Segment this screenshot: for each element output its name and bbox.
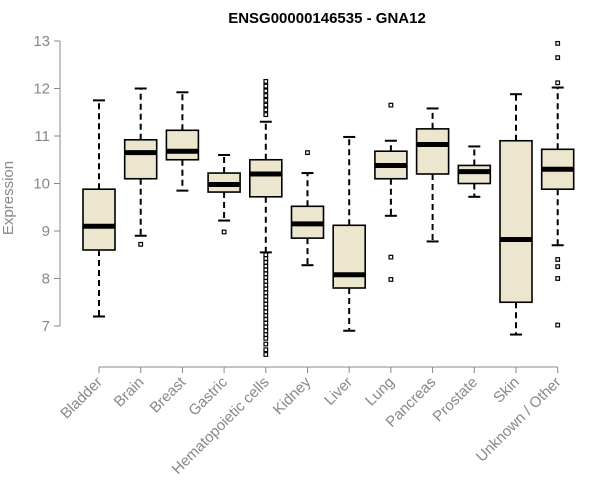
- outlier-point: [263, 107, 269, 113]
- outlier-point: [263, 294, 269, 299]
- x-tick-label: Brain: [111, 374, 148, 411]
- box: [165, 129, 200, 161]
- box: [82, 188, 116, 251]
- x-tick-label: Lung: [362, 374, 398, 410]
- box: [123, 139, 158, 180]
- x-tick-label: Liver: [321, 374, 356, 409]
- outlier-point: [263, 275, 269, 280]
- box-group: [290, 150, 325, 267]
- outlier-point: [555, 322, 561, 328]
- outlier-point: [263, 309, 269, 315]
- outlier-point: [263, 102, 269, 108]
- x-tick-label: Skin: [490, 374, 523, 407]
- outlier-point: [263, 305, 269, 311]
- outlier-point: [263, 88, 269, 94]
- x-tick-label: Bladder: [57, 374, 106, 423]
- outlier-point: [388, 254, 394, 260]
- outlier-point: [263, 112, 269, 118]
- outlier-point: [263, 271, 269, 277]
- y-tick-label: 13: [33, 33, 50, 50]
- box-group: [499, 93, 533, 336]
- outlier-point: [263, 259, 269, 265]
- chart-title: ENSG00000146535 - GNA12: [228, 10, 426, 27]
- y-tick-label: 10: [33, 176, 50, 193]
- outlier-point: [138, 241, 144, 247]
- y-tick-label: 12: [33, 81, 50, 98]
- y-tick-label: 8: [42, 271, 50, 288]
- box: [457, 164, 492, 185]
- x-tick-label: Kidney: [270, 373, 315, 418]
- box-group: [457, 145, 492, 198]
- box: [499, 139, 533, 304]
- outlier-point: [263, 263, 269, 269]
- outlier-point: [263, 278, 269, 284]
- outlier-point: [263, 256, 269, 261]
- box: [415, 128, 450, 175]
- outlier-point: [555, 264, 561, 270]
- outlier-point: [555, 80, 561, 86]
- y-axis: 7 8 9 10 11 12 13: [33, 33, 61, 335]
- outlier-point: [263, 93, 269, 99]
- boxes: [82, 40, 575, 357]
- outlier-point: [263, 297, 269, 303]
- box-group: [123, 87, 158, 247]
- box: [332, 224, 367, 289]
- box-group: [415, 107, 450, 243]
- outlier-point: [263, 267, 269, 273]
- outlier-point: [263, 316, 269, 322]
- outlier-point: [263, 332, 269, 337]
- box-group: [332, 135, 367, 332]
- x-tick-label: Prostate: [430, 374, 482, 426]
- y-tick-label: 9: [42, 223, 50, 240]
- outlier-point: [263, 286, 269, 292]
- outlier-point: [263, 301, 269, 307]
- outlier-point: [263, 324, 269, 330]
- outlier-point: [305, 150, 310, 156]
- outlier-point: [263, 347, 269, 353]
- outlier-point: [263, 335, 269, 341]
- x-tick-label: Breast: [147, 373, 190, 416]
- box-group: [82, 99, 116, 318]
- outlier-point: [555, 40, 561, 46]
- y-tick-label: 7: [42, 318, 50, 335]
- outlier-point: [555, 276, 561, 281]
- y-tick-label: 11: [34, 128, 50, 145]
- outlier-point: [263, 313, 269, 318]
- outlier-point: [263, 320, 269, 326]
- box-group: [249, 78, 283, 357]
- outlier-point: [555, 257, 561, 262]
- outlier-point: [263, 352, 269, 357]
- outlier-point: [263, 282, 269, 288]
- outlier-point: [263, 252, 269, 258]
- outlier-point: [555, 55, 561, 61]
- outlier-point: [263, 341, 269, 347]
- outlier-point: [263, 83, 269, 89]
- outlier-point: [388, 277, 394, 282]
- outlier-point: [263, 97, 269, 103]
- outlier-point: [263, 78, 269, 84]
- outlier-point: [263, 328, 269, 334]
- box-group: [540, 40, 575, 328]
- outlier-point: [388, 102, 394, 108]
- y-axis-label: Expression: [0, 161, 17, 235]
- box-group: [374, 102, 408, 282]
- box-group: [207, 154, 241, 235]
- box-group: [165, 91, 200, 192]
- box: [249, 158, 283, 198]
- outlier-point: [263, 290, 269, 296]
- outlier-point: [221, 229, 227, 235]
